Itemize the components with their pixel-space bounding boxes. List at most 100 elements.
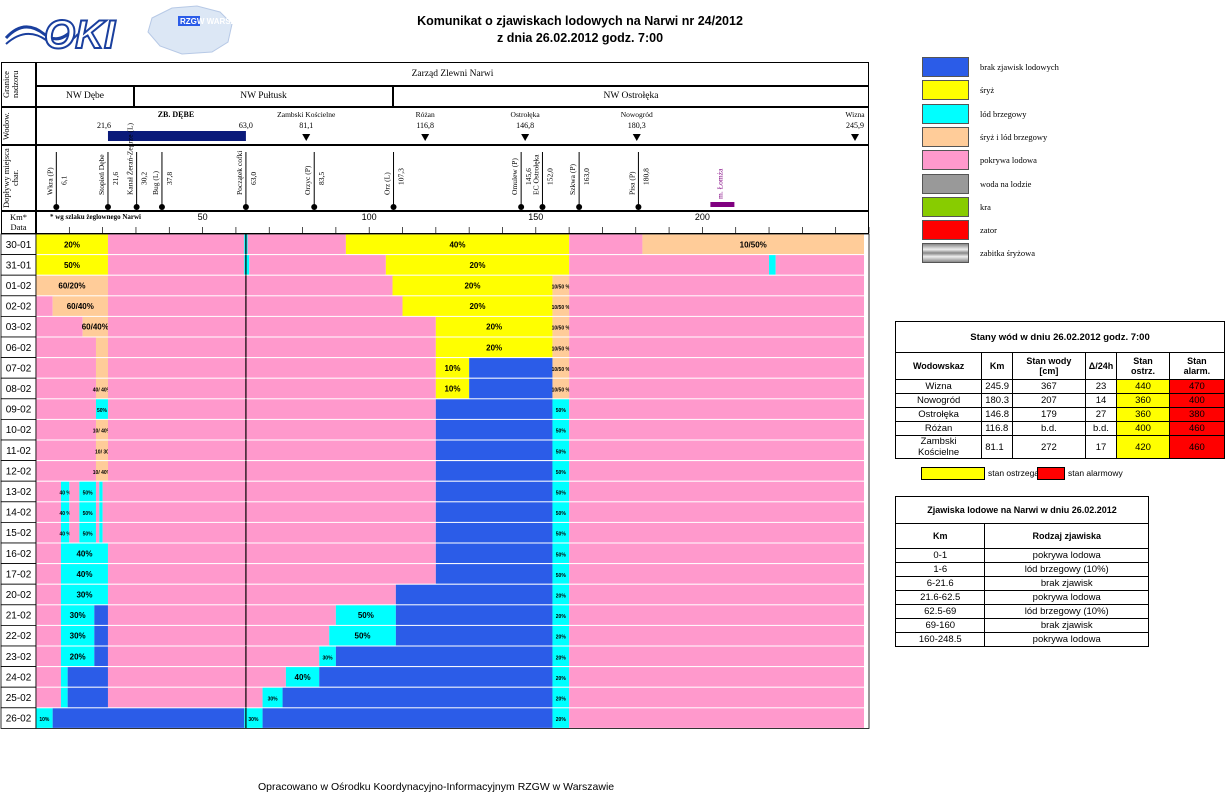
date-label: 03-02 — [6, 322, 32, 333]
ice-segment — [95, 419, 108, 440]
stany-cell: 400 — [1168, 393, 1226, 408]
ice-segment — [95, 337, 108, 358]
tributary-name: Bug (L) — [151, 171, 160, 195]
stany-cell: 14 — [1084, 393, 1118, 408]
ice-segment — [67, 667, 108, 687]
ice-segment — [569, 234, 643, 255]
km-tick-label: 150 — [528, 212, 543, 222]
ice-segment — [107, 584, 396, 605]
ice-segment — [345, 234, 570, 255]
page-title: Komunikat o zjawiskach lodowych na Narwi… — [417, 14, 743, 28]
ice-segment — [36, 399, 96, 419]
ice-segment — [335, 646, 553, 667]
ice-segment — [36, 419, 96, 440]
legend-label: woda na lodzie — [980, 178, 1032, 189]
oki-logo-text: OKI — [44, 13, 116, 52]
segment-label: 30% — [70, 632, 86, 641]
ice-segment — [552, 296, 570, 316]
heatmap-frame — [35, 233, 870, 729]
ice-segment — [107, 358, 436, 378]
km-tick-label: 100 — [362, 212, 377, 222]
tributary-km: 30,2 — [140, 172, 149, 185]
ice-segment — [107, 667, 286, 687]
gauge-marker — [421, 134, 430, 141]
ice-segment — [107, 687, 263, 708]
ice-segment — [95, 461, 108, 481]
ice-segment — [469, 378, 553, 399]
tributary-km: 63,0 — [249, 172, 258, 185]
ice-segment — [552, 708, 570, 728]
segment-label: 50% — [83, 532, 94, 538]
ice-segment — [775, 255, 865, 275]
ice-segment — [107, 419, 436, 440]
zb-debe-bar — [107, 131, 246, 141]
ice-segment — [36, 687, 61, 708]
zjawiska-cell: 6-21.6 — [894, 576, 986, 591]
ice-segment — [552, 625, 570, 646]
stany-cell: 360 — [1116, 393, 1170, 408]
segment-label: 10/50% — [740, 240, 767, 249]
tributary-km: 163,0 — [582, 168, 591, 185]
stany-cell: 27 — [1084, 407, 1118, 422]
ice-segment — [435, 378, 470, 399]
legend-swatch — [922, 173, 969, 194]
ice-segment — [552, 543, 570, 564]
stany-cell: b.d. — [1012, 421, 1086, 436]
segment-label: 60/20% — [58, 282, 85, 291]
stany-cell: 23 — [1084, 379, 1118, 394]
gauge-marker — [632, 134, 641, 141]
ice-segment — [99, 522, 103, 543]
zjawiska-cell: pokrywa lodowa — [984, 632, 1149, 647]
ice-segment — [569, 502, 865, 522]
segment-label: 40 % — [59, 491, 71, 497]
tributary-name: Orz (L) — [383, 172, 392, 195]
ice-segment — [107, 481, 436, 502]
ice-segment — [569, 440, 865, 461]
ice-segment — [36, 708, 53, 728]
stany-cell: Zambski Kościelne — [894, 435, 983, 459]
ice-segment — [435, 316, 553, 337]
legend-item: brak zjawisk lodowych — [922, 57, 1122, 77]
ice-segment — [60, 481, 70, 502]
stany-header-cell: Km — [981, 352, 1013, 380]
legend-label: brak zjawisk lodowych — [980, 62, 1059, 72]
legend-swatch — [922, 80, 969, 101]
ice-segment — [435, 358, 470, 378]
stany-cell: 17 — [1084, 435, 1118, 459]
segment-label: 50% — [83, 511, 94, 517]
ice-segment — [435, 440, 553, 461]
nw-debe-label: NW Dębe — [65, 91, 105, 101]
ice-segment — [107, 502, 436, 522]
zjawiska-cell: 21.6-62.5 — [894, 590, 986, 605]
nw-debe-cell: NW Dębe — [36, 86, 134, 107]
ice-segment — [107, 543, 436, 564]
stany-cell: 367 — [1012, 379, 1086, 394]
stany-cell: 146.8 — [981, 407, 1013, 422]
segment-label: 20% — [556, 717, 567, 723]
legend-label: pokrywa lodowa — [980, 155, 1037, 166]
zjawiska-cell: 69-160 — [894, 618, 986, 633]
ice-segment — [769, 255, 776, 275]
stany-header-cell: Stan wody [cm] — [1012, 352, 1086, 380]
date-label: 24-02 — [6, 672, 32, 683]
wodowskazy-row — [36, 107, 869, 145]
ice-segment — [552, 275, 570, 296]
stany-cell: 272 — [1012, 435, 1086, 459]
zjawiska-table: Zjawiska lodowe na Narwi w dniu 26.02.20… — [894, 496, 1149, 647]
stany-cell: 207 — [1012, 393, 1086, 408]
tributary-dot — [242, 204, 249, 210]
ice-segment — [102, 502, 108, 522]
segment-label: 10/50 % — [552, 285, 571, 291]
km-axis-row — [36, 211, 869, 234]
ice-segment — [107, 255, 245, 275]
tributary-name: m. Łomża — [715, 168, 724, 199]
tributary-dot — [576, 204, 583, 210]
tributary-km: 83,5 — [317, 172, 326, 185]
segment-label: 50% — [556, 449, 567, 455]
km-tick-label: 200 — [695, 212, 710, 222]
segment-label: 40% — [449, 240, 465, 249]
stany-header-cell: Wodowskaz — [894, 352, 983, 380]
tributary-dot — [104, 204, 111, 210]
ice-segment — [36, 461, 96, 481]
data-label: Data — [10, 222, 27, 232]
